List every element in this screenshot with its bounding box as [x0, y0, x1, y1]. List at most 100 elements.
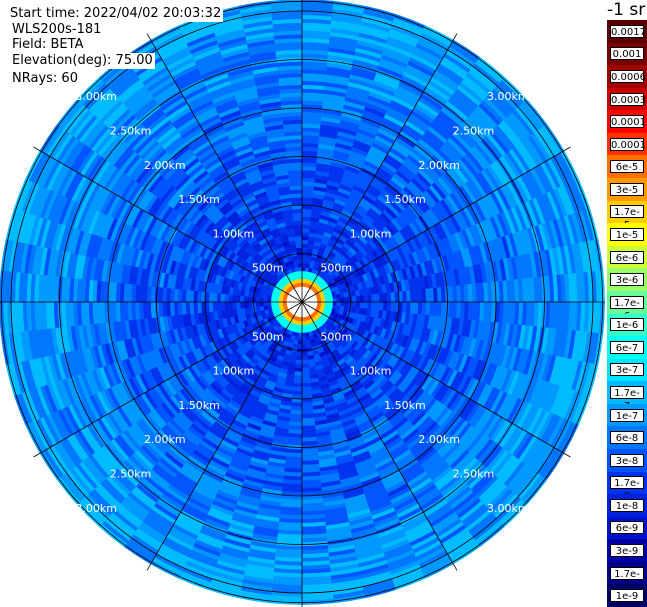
range-ring-label: 1.50km	[178, 193, 220, 206]
radar-gate	[266, 301, 272, 306]
radar-gate	[301, 371, 310, 376]
radar-gate	[304, 328, 309, 334]
radar-gate	[301, 386, 312, 392]
range-ring-label: 1.50km	[384, 193, 426, 206]
colorbar-label: 3e-8	[610, 453, 644, 467]
radar-gate	[197, 301, 202, 314]
radar-gate	[228, 294, 233, 303]
radar-gate	[297, 262, 303, 268]
radar-gate	[292, 382, 303, 388]
radar-gate	[402, 290, 407, 303]
radar-gate	[301, 262, 307, 268]
radar-gate	[290, 189, 303, 195]
colorbar-swatch: 0.0017	[607, 20, 647, 44]
radar-gate	[208, 292, 214, 303]
radar-gate	[301, 367, 310, 373]
radar-gate	[355, 301, 361, 309]
colorbar-label: 1e-6	[610, 318, 644, 332]
range-ring-label: 1.00km	[213, 227, 255, 240]
radar-gate	[181, 301, 187, 315]
radar-gate	[290, 402, 303, 407]
radar-gate	[259, 297, 264, 303]
radar-gate	[294, 371, 303, 376]
radar-gate	[298, 270, 303, 276]
colorbar-swatch: 0.001	[607, 42, 647, 66]
colorbar-label: 3e-6	[610, 273, 644, 287]
radar-gate	[301, 382, 312, 388]
range-ring-label: 1.50km	[178, 399, 220, 412]
radar-gate	[297, 259, 303, 264]
radar-gate	[359, 301, 365, 309]
radar-gate	[181, 289, 187, 303]
radar-gate	[197, 290, 202, 303]
radar-gate	[293, 220, 303, 226]
radar-gate	[296, 255, 303, 260]
colorbar-swatch: 1.7e-5	[607, 200, 647, 231]
radar-gate	[298, 332, 303, 338]
colorbar-label: 3e-9	[610, 544, 644, 558]
colorbar-label: 3e-7	[610, 363, 644, 377]
radar-gate	[301, 181, 315, 187]
radar-gate	[296, 344, 303, 349]
radar-gate	[417, 289, 423, 303]
radar-gate	[259, 301, 264, 307]
radar-gate	[332, 301, 338, 306]
radar-gate	[289, 181, 303, 187]
radar-gate	[294, 231, 303, 237]
colorbar-label: 1.7e-8	[610, 476, 644, 502]
range-ring-label: 2.50km	[110, 125, 152, 138]
radar-gate	[301, 336, 307, 342]
radar-gate	[292, 212, 303, 218]
radar-gate	[402, 301, 407, 314]
radar-gate	[301, 212, 312, 218]
range-ring-label: 2.50km	[110, 467, 152, 480]
radar-gate	[292, 390, 303, 396]
colorbar-swatch: 1e-6	[607, 313, 647, 337]
range-ring-label: 2.50km	[453, 467, 495, 480]
radar-gate	[216, 292, 222, 303]
colorbar-label: 1.7e-7	[610, 386, 644, 412]
radar-gate	[363, 301, 369, 310]
radar-gate	[243, 295, 249, 303]
radar-gate	[301, 409, 314, 415]
range-ring-label: 1.00km	[350, 227, 392, 240]
radar-gate	[405, 301, 411, 314]
radar-gate	[359, 295, 365, 303]
radar-gate	[371, 294, 376, 303]
colorbar-swatch: 3e-6	[607, 268, 647, 292]
radar-gate	[193, 301, 199, 314]
radar-gate	[301, 363, 310, 369]
radar-gate	[301, 344, 308, 349]
radar-gate	[390, 301, 396, 312]
radar-gate	[235, 301, 241, 310]
radar-gate	[208, 301, 214, 312]
colorbar-label: 3e-5	[610, 182, 644, 196]
radar-gate	[290, 197, 303, 202]
radar-gate	[270, 304, 276, 309]
radar-gate	[295, 355, 303, 361]
radar-gate	[351, 301, 357, 308]
radar-gate	[239, 295, 245, 303]
radar-gate	[301, 390, 312, 396]
radar-gate	[336, 301, 342, 307]
radar-gate	[301, 266, 306, 272]
range-ring-label: 3.00km	[75, 90, 117, 103]
radar-gate	[228, 301, 233, 310]
radar-gate	[301, 189, 314, 195]
range-ring-label: 3.00km	[487, 90, 529, 103]
radar-gate	[294, 228, 303, 233]
radar-gate	[290, 193, 303, 199]
colorbar-swatch: 6e-6	[607, 245, 647, 269]
radar-gate	[262, 297, 268, 303]
colorbar-label: 0.00017	[610, 115, 647, 129]
radar-gate	[378, 301, 384, 311]
radar-gate	[301, 228, 310, 233]
radar-gate	[382, 292, 388, 303]
radar-gate	[295, 243, 303, 249]
radar-gate	[220, 293, 226, 303]
radar-gate	[274, 301, 280, 306]
colorbar-swatch: 1.7e-7	[607, 381, 647, 412]
radar-gate	[266, 298, 272, 303]
radar-gate	[301, 235, 310, 241]
radar-gate	[231, 294, 237, 303]
